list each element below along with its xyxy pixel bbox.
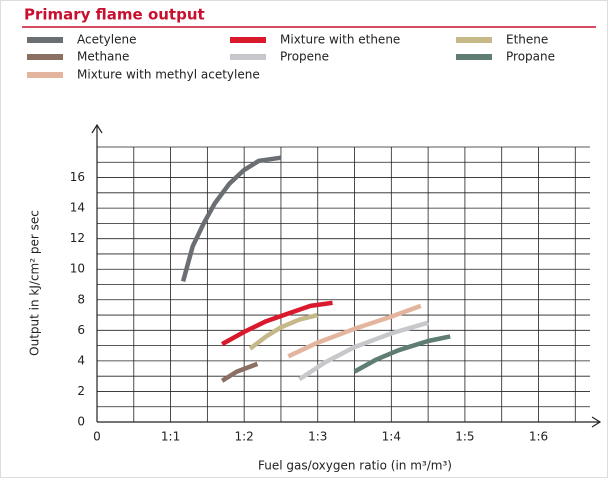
legend-label: Ethene bbox=[506, 33, 548, 47]
series-line bbox=[248, 312, 319, 351]
legend-swatch bbox=[456, 54, 492, 60]
x-tick-label: 1:2 bbox=[235, 430, 254, 444]
y-tick-label: 14 bbox=[70, 201, 85, 215]
y-tick-label: 2 bbox=[77, 384, 85, 398]
y-tick-label: 0 bbox=[77, 415, 85, 429]
legend-label: Mixture with methyl acetylene bbox=[77, 68, 260, 82]
series-line bbox=[353, 334, 451, 374]
x-tick-label: 1:1 bbox=[161, 430, 180, 444]
series-line bbox=[287, 303, 422, 359]
x-tick-label: 1:5 bbox=[455, 430, 474, 444]
x-axis-arrow bbox=[591, 416, 602, 428]
series-line bbox=[220, 361, 259, 383]
y-tick-label: 10 bbox=[70, 262, 85, 276]
legend-label: Propane bbox=[506, 50, 555, 64]
legend-swatch bbox=[456, 37, 492, 43]
x-tick-label: 0 bbox=[93, 430, 101, 444]
series-line bbox=[180, 155, 282, 282]
legend-swatch bbox=[230, 37, 266, 43]
y-axis-label: Output in kJ/cm² per sec bbox=[28, 210, 42, 356]
y-tick-label: 16 bbox=[70, 170, 85, 184]
y-axis-arrow bbox=[91, 123, 103, 134]
legend-swatch bbox=[27, 37, 63, 43]
legend-label: Acetylene bbox=[77, 33, 137, 47]
y-tick-label: 8 bbox=[77, 292, 85, 306]
x-tick-label: 1:6 bbox=[529, 430, 548, 444]
series-line bbox=[298, 320, 429, 382]
x-tick-label: 1:4 bbox=[382, 430, 401, 444]
legend-label: Methane bbox=[77, 50, 129, 64]
legend-label: Mixture with ethene bbox=[280, 33, 400, 47]
y-tick-label: 4 bbox=[77, 353, 85, 367]
series-line bbox=[221, 300, 333, 347]
legend-label: Propene bbox=[280, 50, 329, 64]
chart-title: Primary flame output bbox=[24, 6, 205, 24]
x-tick-label: 1:3 bbox=[308, 430, 327, 444]
x-axis-label: Fuel gas/oxygen ratio (in m³/m³) bbox=[258, 459, 452, 473]
y-tick-label: 12 bbox=[70, 231, 85, 245]
legend-swatch bbox=[27, 72, 63, 78]
legend-swatch bbox=[230, 54, 266, 60]
legend-swatch bbox=[27, 54, 63, 60]
y-tick-label: 6 bbox=[77, 323, 85, 337]
